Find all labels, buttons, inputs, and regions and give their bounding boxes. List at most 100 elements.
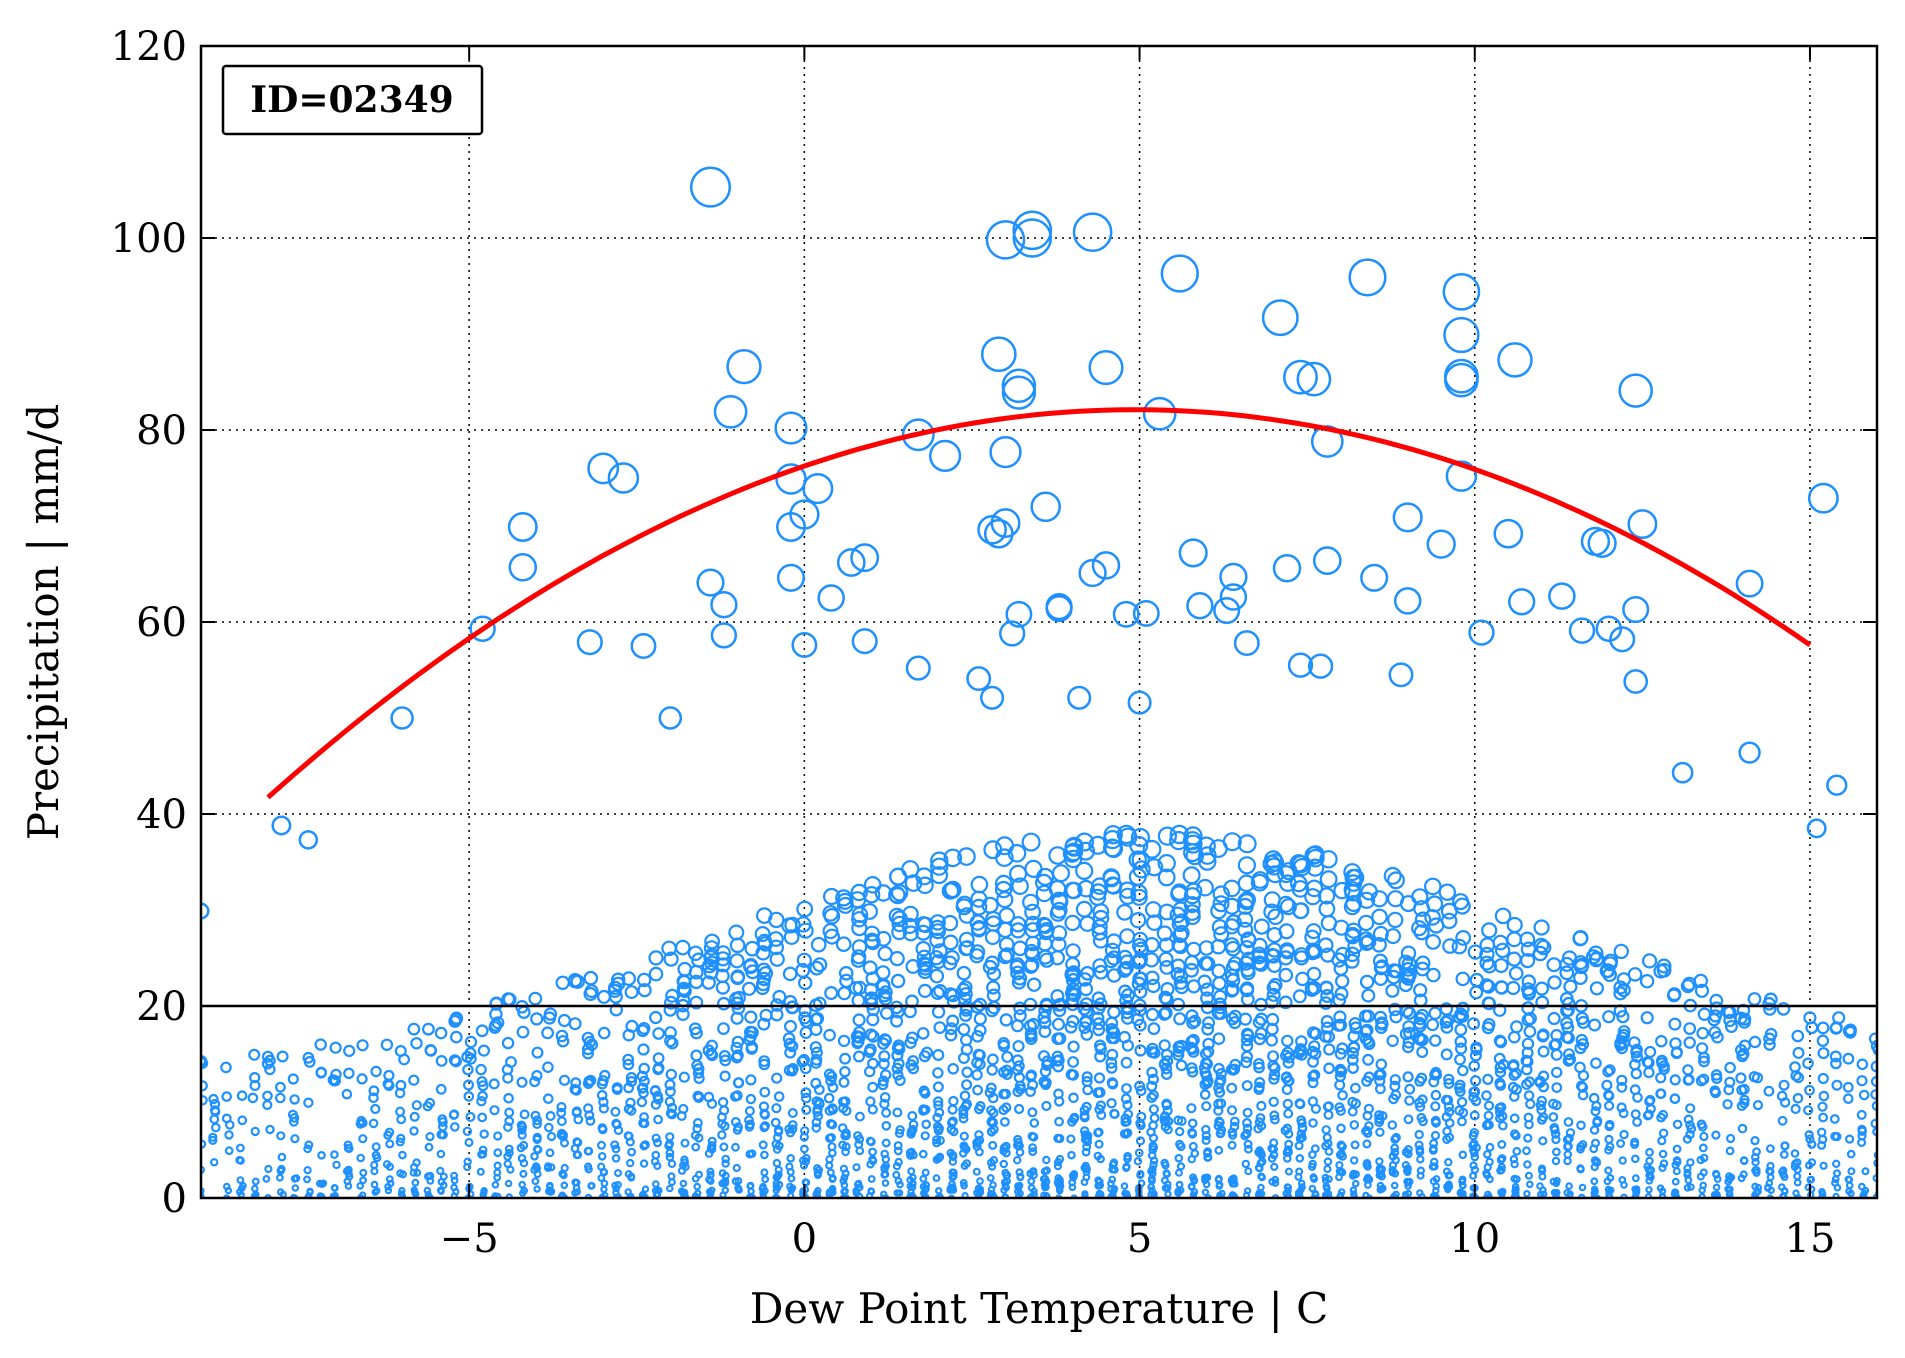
- data-point: [424, 1097, 436, 1109]
- data-point: [1258, 1173, 1266, 1182]
- data-point: [435, 1083, 447, 1095]
- data-point: [557, 1192, 566, 1198]
- data-point: [1053, 1096, 1065, 1107]
- data-point: [1241, 1027, 1254, 1041]
- data-point: [1306, 1045, 1319, 1058]
- data-point: [1630, 1109, 1641, 1120]
- data-point: [611, 1154, 621, 1163]
- data-point: [1067, 987, 1082, 1002]
- data-point: [730, 1041, 743, 1054]
- data-point: [1269, 1114, 1280, 1125]
- data-point: [1523, 1160, 1532, 1169]
- data-point: [622, 1053, 635, 1066]
- data-point: [956, 965, 972, 981]
- data-point: [1494, 907, 1512, 925]
- data-point: [827, 1081, 839, 1093]
- data-point: [598, 1103, 610, 1114]
- data-point: [1400, 962, 1416, 977]
- data-point: [478, 1149, 488, 1159]
- data-point: [1150, 1193, 1158, 1198]
- data-point: [1359, 974, 1375, 990]
- data-point: [1388, 1093, 1399, 1105]
- data-point: [1686, 1158, 1695, 1167]
- data-point: [841, 1105, 852, 1117]
- data-point: [1631, 1194, 1639, 1198]
- data-point: [1604, 1064, 1616, 1076]
- data-point: [1256, 1100, 1267, 1112]
- data-point: [1359, 1025, 1373, 1039]
- data-point: [839, 973, 854, 989]
- data-point: [1295, 1134, 1306, 1144]
- data-point: [771, 1103, 782, 1114]
- data-point: [1277, 865, 1296, 884]
- data-point: [1613, 980, 1628, 995]
- data-point: [1494, 1066, 1507, 1078]
- data-point: [678, 1071, 690, 1083]
- data-point: [449, 1109, 460, 1120]
- data-point: [958, 1008, 973, 1022]
- data-point: [1430, 1101, 1441, 1112]
- data-point: [893, 1141, 903, 1151]
- data-point: [1780, 1141, 1790, 1151]
- data-point: [1364, 1181, 1372, 1189]
- data-point: [1671, 761, 1694, 784]
- data-point: [972, 1084, 983, 1096]
- data-point: [1200, 1000, 1215, 1015]
- data-point: [664, 1141, 674, 1151]
- data-point: [1320, 988, 1335, 1003]
- data-point: [1467, 944, 1484, 960]
- data-point: [1186, 1103, 1197, 1114]
- data-point: [1104, 839, 1124, 858]
- data-point: [1402, 1071, 1414, 1083]
- data-point: [1137, 1179, 1146, 1188]
- data-point: [875, 965, 891, 980]
- data-point: [315, 1179, 324, 1188]
- data-point: [382, 1160, 392, 1169]
- data-point: [867, 1104, 878, 1115]
- data-point: [1134, 1148, 1144, 1158]
- data-point: [493, 1148, 503, 1158]
- data-point: [1868, 1032, 1877, 1046]
- data-point: [1483, 1150, 1492, 1159]
- data-point: [1021, 832, 1041, 852]
- data-point: [1734, 1043, 1748, 1057]
- data-point: [1512, 1188, 1520, 1197]
- data-point: [1482, 1017, 1496, 1031]
- data-point: [1404, 1149, 1413, 1159]
- data-point: [1334, 1102, 1345, 1113]
- data-point: [746, 1026, 759, 1039]
- data-point: [1390, 1147, 1400, 1157]
- data-point: [1010, 1019, 1024, 1033]
- data-point: [1470, 1041, 1483, 1054]
- data-point: [1521, 1001, 1535, 1015]
- data-point: [1780, 1150, 1789, 1159]
- data-point: [798, 975, 813, 991]
- data-point: [1178, 538, 1208, 568]
- data-point: [1238, 893, 1256, 911]
- data-point: [1590, 1192, 1598, 1198]
- data-point: [1739, 1156, 1749, 1166]
- data-point: [463, 1091, 475, 1102]
- data-point: [851, 628, 878, 655]
- data-point: [385, 1139, 395, 1149]
- data-point: [1551, 1156, 1561, 1166]
- data-point: [201, 1055, 207, 1067]
- data-point: [651, 1180, 660, 1188]
- data-point: [556, 1130, 566, 1140]
- data-point: [1252, 1015, 1266, 1029]
- data-point: [1669, 1093, 1681, 1104]
- data-point: [464, 1035, 478, 1049]
- data-point: [1045, 592, 1073, 621]
- data-point: [1519, 952, 1536, 969]
- data-point: [932, 1155, 942, 1164]
- data-point: [665, 1152, 675, 1162]
- data-point: [1001, 368, 1037, 404]
- data-point: [1576, 1142, 1586, 1152]
- data-point: [290, 1134, 300, 1144]
- data-point: [920, 1131, 930, 1141]
- data-point: [1536, 1095, 1548, 1107]
- data-point: [330, 1150, 339, 1159]
- data-point: [1573, 955, 1589, 971]
- data-point: [1469, 1075, 1482, 1087]
- data-point: [1802, 1057, 1814, 1070]
